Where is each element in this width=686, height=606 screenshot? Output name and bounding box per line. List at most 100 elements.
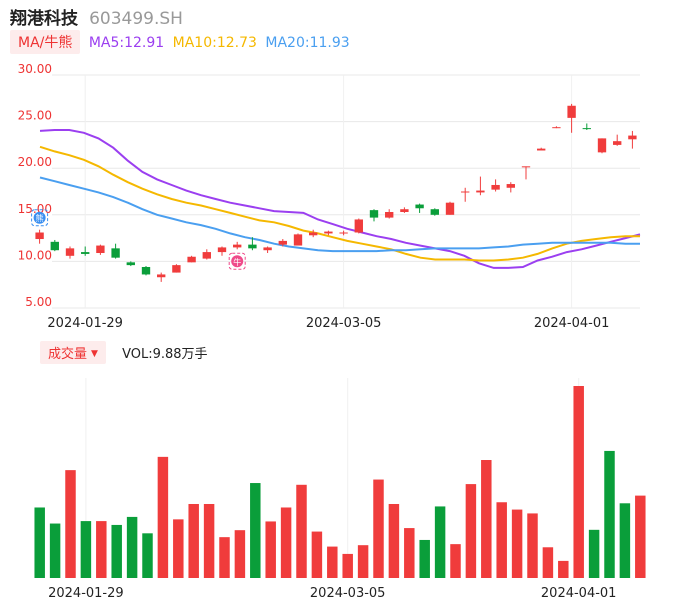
candle [111,243,120,259]
candle [217,246,227,256]
volume-selector-button[interactable]: 成交量 ▼ [40,341,106,364]
marker-label: 熊 [36,213,44,223]
volume-bar [280,507,292,578]
candle [263,246,272,254]
candle [324,230,333,236]
candle-body [35,232,44,240]
candle [81,246,90,256]
volume-bar [173,519,184,578]
candle-body [445,202,455,215]
candle [491,179,500,192]
candle [385,209,394,219]
volume-bar [357,545,369,578]
candle-body [157,274,166,278]
candle-body [81,252,90,254]
volume-bar [126,516,138,578]
bull-icon: 牛 [228,252,246,270]
volume-bar [219,537,230,578]
volume-bar [404,528,415,578]
volume-bar [450,544,461,578]
candle [293,233,303,246]
candle-body [309,232,318,236]
candle-body [552,127,561,129]
y-tick-label: 30.00 [18,62,52,76]
candle-body [111,248,120,258]
candle-body [354,219,363,233]
candle-body [597,138,607,153]
candle [157,272,166,282]
volume-bar [265,521,276,578]
y-tick-label: 20.00 [18,155,52,169]
candle-body [385,212,394,218]
marker-frame [31,209,49,227]
volume-bar [188,503,199,578]
ma20-line [39,176,640,253]
candle [597,138,607,154]
candle [582,123,591,130]
volume-bar [250,483,261,578]
candle-body [187,256,196,263]
volume-bar [604,450,615,578]
candle-body [506,184,515,188]
volume-bar [527,513,538,578]
candle-body [491,184,500,190]
ma-legend: MA/牛熊 MA5:12.91 MA10:12.73 MA20:11.93 [10,30,354,54]
volume-bar [388,503,400,578]
volume-bar [465,484,477,578]
volume-bar [203,503,215,578]
volume-bar [311,531,323,578]
candle [552,126,561,129]
chevron-down-icon: ▼ [91,349,98,359]
marker-dot [33,211,46,224]
volume-bar [327,546,338,578]
candle [141,266,151,276]
volume-bar [511,509,523,578]
candle [628,130,637,149]
volume-x-axis: 2024-01-29 2024-03-05 2024-04-01 [48,586,616,601]
volume-bar [635,495,646,578]
volume-bar [96,521,107,578]
x-tick-label: 2024-01-29 [47,316,123,331]
candle-body [324,231,333,234]
x-tick-label: 2024-04-01 [534,316,610,331]
ma-selector-button[interactable]: MA/牛熊 [10,30,81,54]
volume-legend: 成交量 ▼ VOL:9.88万手 [40,341,208,364]
candle [50,239,59,252]
candle [339,230,348,236]
candle-body [141,266,151,275]
volume-bar [558,560,569,578]
candle-body [415,204,424,209]
volume-bar [65,470,76,578]
candle-body [248,244,257,249]
volume-bar [496,502,507,578]
candle [309,229,318,238]
candle [65,246,75,259]
x-tick-label: 2024-01-29 [48,586,124,601]
candle-body [461,191,470,193]
candle-body [217,247,227,253]
volume-bar [296,484,307,578]
volume-bar [157,456,169,578]
candle-body [628,135,637,140]
candle [369,209,379,222]
candle [96,244,105,255]
marker-frame [228,252,246,270]
volume-bar [588,529,600,578]
candle [567,103,576,133]
candle-body [430,209,439,215]
marker-dot [231,255,244,268]
volume-bar [342,553,353,578]
candle [415,203,424,213]
candle-body [65,248,75,256]
candle [613,134,622,146]
x-tick-label: 2024-03-05 [306,316,382,331]
candle [430,208,439,216]
volume-bar [619,503,631,578]
marker-label: 牛 [233,257,241,267]
candle [278,239,287,247]
candle-body [126,262,135,266]
bear-icon: 熊 [31,209,49,227]
candle [248,237,257,251]
volume-bar [111,524,122,578]
volume-bar [419,539,430,578]
